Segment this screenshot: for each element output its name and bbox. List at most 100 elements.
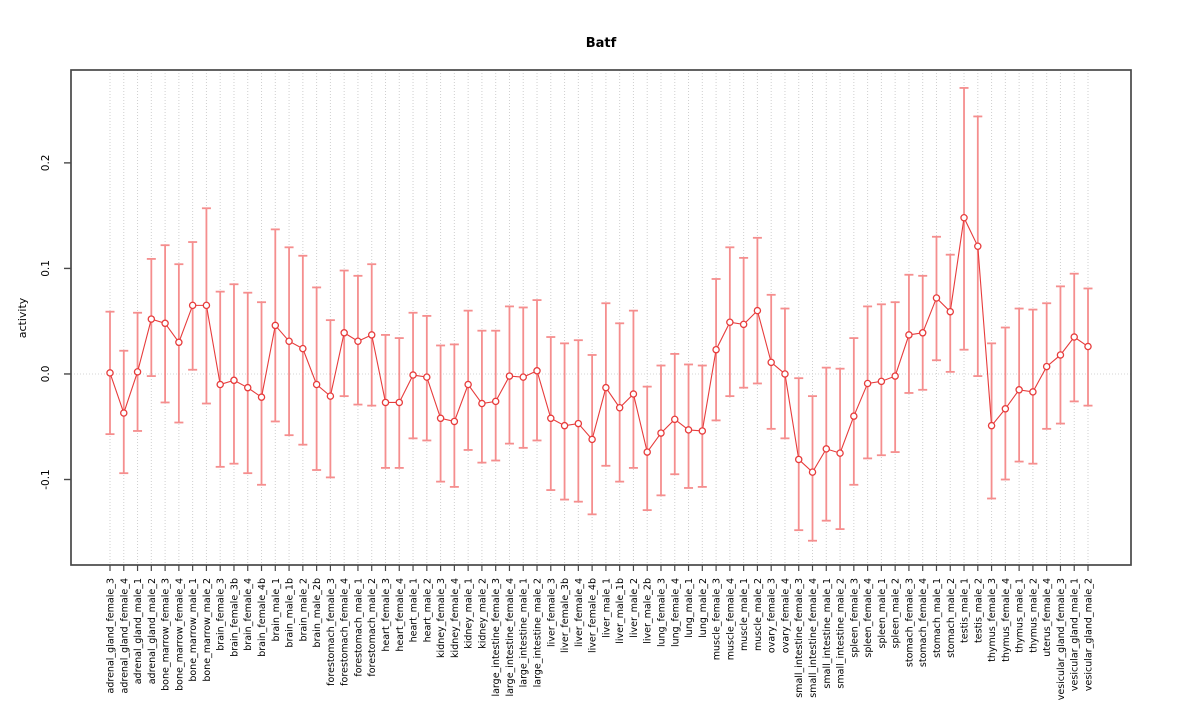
data-point — [312, 380, 321, 389]
data-point — [877, 377, 886, 386]
x-tick-label: heart_male_2 — [422, 578, 433, 642]
x-tick-label: uterus_female_4 — [1042, 578, 1053, 657]
error-bar — [449, 343, 459, 488]
data-point — [1070, 333, 1078, 341]
x-tick-label: bone_marrow_male_2 — [202, 578, 213, 682]
y-tick-label: 0.2 — [40, 155, 52, 172]
x-tick-label: testis_male_2 — [973, 578, 984, 643]
data-point — [271, 321, 280, 330]
error-bar — [436, 344, 446, 483]
data-point — [657, 429, 665, 437]
x-tick-label: small_intestine_male_1 — [822, 578, 833, 689]
x-tick-label: large_intestine_male_2 — [533, 578, 544, 687]
data-points — [106, 214, 1092, 476]
data-point — [202, 301, 211, 310]
data-point — [340, 329, 348, 337]
error-bar — [1000, 326, 1010, 481]
data-point — [767, 358, 775, 367]
data-point — [588, 435, 596, 444]
x-tick-label: adrenal_gland_male_1 — [133, 578, 144, 684]
x-tick-label: spleen_male_2 — [891, 578, 902, 648]
data-point — [629, 390, 638, 398]
x-tick-label: small_intestine_female_4 — [808, 578, 819, 698]
error-bar — [628, 309, 638, 469]
data-point — [395, 398, 404, 407]
data-point — [918, 329, 927, 337]
data-point — [188, 301, 197, 310]
data-point — [822, 445, 831, 453]
x-tick-label: forestomach_male_2 — [367, 578, 378, 677]
x-tick-label: heart_male_1 — [409, 578, 420, 642]
data-line — [109, 215, 1089, 473]
x-tick-label: bone_marrow_male_1 — [188, 578, 199, 682]
x-tick-label: ovary_female_3 — [767, 578, 778, 653]
x-tick-label: muscle_male_2 — [753, 578, 764, 651]
data-point — [1001, 405, 1010, 413]
data-point — [120, 409, 128, 417]
data-point — [739, 320, 748, 329]
data-point — [519, 373, 527, 381]
data-point — [1029, 388, 1037, 396]
data-point — [299, 344, 307, 353]
x-tick-label: kidney_female_4 — [450, 578, 461, 658]
data-point — [1015, 386, 1023, 394]
data-point — [726, 318, 734, 326]
data-point — [1042, 362, 1051, 371]
x-tick-label: small_intestine_male_2 — [836, 578, 847, 689]
data-point — [753, 306, 762, 315]
data-point — [850, 412, 858, 420]
error-bar — [587, 354, 597, 516]
error-bar — [463, 309, 473, 451]
y-tick-label: 0.1 — [40, 260, 52, 277]
x-tick-label: spleen_female_3 — [849, 578, 860, 658]
error-bar — [615, 322, 625, 483]
x-tick-label: large_intestine_male_1 — [519, 578, 530, 687]
x-tick-label: brain_male_1 — [271, 578, 282, 642]
x-tick-label: brain_male_1b — [285, 578, 296, 648]
data-point — [560, 421, 569, 430]
data-point — [450, 417, 459, 426]
y-axis-tick-labels: -0.1 0.0 0.1 0.2 — [40, 155, 52, 490]
data-point — [491, 397, 500, 406]
x-tick-label: liver_male_2b — [643, 578, 654, 644]
data-point — [409, 371, 417, 379]
data-point — [671, 415, 679, 424]
x-tick-label: forestomach_male_1 — [353, 578, 364, 677]
x-tick-label: brain_male_2b — [312, 578, 323, 648]
data-point — [684, 426, 693, 434]
data-point — [533, 367, 541, 375]
x-tick-label: thymus_male_2 — [1028, 578, 1039, 653]
data-point — [781, 370, 789, 378]
data-point — [794, 455, 803, 464]
data-point — [643, 448, 651, 456]
data-point — [574, 419, 583, 428]
x-tick-label: muscle_male_1 — [739, 578, 750, 651]
data-point — [147, 315, 156, 323]
data-point — [863, 379, 872, 388]
x-tick-label: muscle_female_3 — [712, 578, 723, 660]
error-bar — [849, 337, 859, 486]
data-point — [423, 373, 431, 381]
x-tick-label: lung_female_4 — [670, 578, 681, 647]
x-tick-label: forestomach_female_4 — [340, 578, 351, 686]
x-axis-tick-labels: adrenal_gland_female_3 adrenal_gland_fema… — [106, 578, 1095, 700]
error-bar — [312, 286, 322, 471]
x-tick-label: large_intestine_female_4 — [505, 578, 516, 697]
x-tick-label: thymus_female_4 — [1001, 578, 1012, 662]
x-tick-label: brain_male_2 — [298, 578, 309, 642]
error-bar — [835, 367, 845, 531]
error-bar — [821, 366, 831, 522]
x-tick-label: liver_female_3 — [546, 578, 557, 647]
error-bar — [546, 336, 556, 491]
x-tick-label: liver_female_4b — [588, 578, 599, 653]
data-point — [905, 331, 913, 339]
error-bar — [1014, 307, 1024, 463]
x-tick-label: adrenal_gland_female_3 — [106, 578, 117, 693]
data-point — [257, 393, 266, 401]
x-tick-label: forestomach_female_3 — [326, 578, 337, 686]
x-tick-label: brain_female_4b — [257, 578, 268, 657]
data-point — [381, 398, 390, 407]
data-point — [133, 368, 142, 376]
x-tick-label: lung_female_3 — [656, 578, 667, 647]
